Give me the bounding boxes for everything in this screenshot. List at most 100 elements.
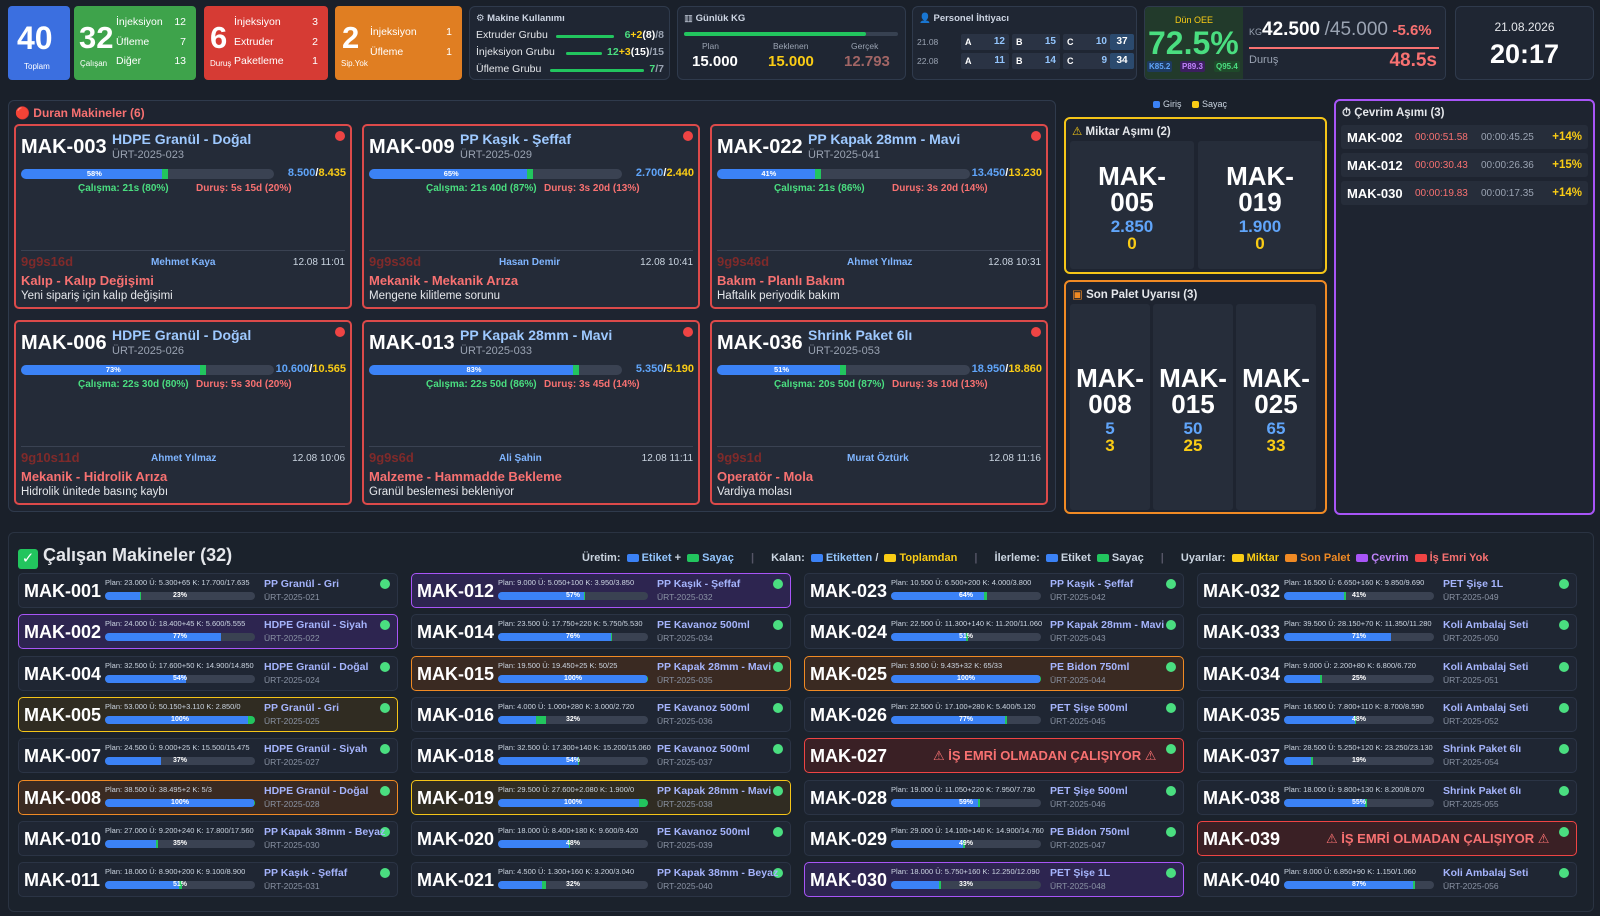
shift-cell: C 10 bbox=[1063, 34, 1111, 50]
stopped-machine-card[interactable]: MAK-006 HDPE Granül - Doğal ÜRT-2025-026 73… bbox=[14, 320, 352, 505]
stopped-machine-card[interactable]: MAK-009 PP Kaşık - Şeffaf ÜRT-2025-029 65% 2… bbox=[362, 124, 700, 309]
counter-count: 25 bbox=[1183, 436, 1203, 455]
production-stats: Plan: 19.500 Ü: 19.450+25 K: 50/25 bbox=[498, 660, 618, 670]
stopped-machine-card[interactable]: MAK-003 HDPE Granül - Doğal ÜRT-2025-023 58… bbox=[14, 124, 352, 309]
product-name: PP Kapak 38mm - Beyaz bbox=[264, 825, 386, 838]
progress-percent: 48% bbox=[1351, 715, 1366, 723]
count-label: 2.700 bbox=[635, 167, 664, 179]
person-icon: 👤 bbox=[919, 13, 931, 24]
status-dot bbox=[1559, 744, 1569, 755]
product-name: PE Kavanoz 500ml bbox=[657, 825, 750, 838]
machine-id: MAK-026 bbox=[810, 704, 888, 725]
machine-id-number: 025 bbox=[1254, 389, 1298, 419]
running-machine-card[interactable]: MAK-040 Plan: 8.000 Ü: 6.850+90 K: 1.150/… bbox=[1197, 862, 1577, 898]
running-machine-card[interactable]: MAK-004 Plan: 32.500 Ü: 17.600+50 K: 14.9… bbox=[18, 655, 398, 691]
stopped-machines-card[interactable]: 6 Duruş İnjeksiyon 3 Extruder 2 Paketleme 1 bbox=[204, 6, 328, 80]
product-name: PP Kaşık - Şeffaf bbox=[264, 867, 348, 880]
runtime-stat: Çalışma: 22s 50d (86%) bbox=[426, 379, 537, 390]
running-machine-card[interactable]: MAK-018 Plan: 32.500 Ü: 17.300+140 K: 15.… bbox=[411, 738, 791, 774]
order-code: ÜRT-2025-044 bbox=[1050, 674, 1106, 685]
running-machine-card[interactable]: MAK-032 Plan: 16.500 Ü: 6.650+160 K: 9.85… bbox=[1197, 573, 1577, 608]
running-machine-card[interactable]: MAK-027 ⚠ İŞ EMRİ OLMADAN ÇALIŞIYOR ⚠ bbox=[804, 738, 1184, 774]
running-machine-card[interactable]: MAK-037 Plan: 28.500 Ü: 5.250+120 K: 23.2… bbox=[1197, 738, 1577, 774]
cycle-overrun-percent: +14% bbox=[1552, 187, 1582, 199]
product-name: PP Kapak 28mm - Mavi bbox=[657, 784, 772, 797]
running-machine-card[interactable]: MAK-008 Plan: 38.500 Ü: 38.495+2 K: 5/3 10… bbox=[18, 779, 398, 815]
machine-id-prefix: MAK- bbox=[1242, 363, 1310, 393]
progress-percent: 87% bbox=[1351, 881, 1366, 889]
progress-bar: 77% bbox=[891, 715, 1041, 724]
machine-id-number: 005 bbox=[1110, 187, 1154, 217]
stopped-machine-card[interactable]: MAK-036 Shrink Paket 6lı ÜRT-2025-053 51% 18… bbox=[710, 320, 1048, 505]
running-machines-card[interactable]: 32 Çalışan İnjeksiyon 12 Üfleme 7 Diğer 13 bbox=[74, 6, 196, 80]
progress-percent: 37% bbox=[172, 757, 187, 765]
pallet-machine-tile[interactable]: MAK- 025 65 33 bbox=[1236, 304, 1316, 510]
running-machine-card[interactable]: MAK-014 Plan: 23.500 Ü: 17.750+220 K: 5.7… bbox=[411, 614, 791, 650]
production-stats: Plan: 24.500 Ü: 9.000+25 K: 15.500/15.47… bbox=[105, 743, 250, 753]
progress-bar: 100% bbox=[498, 798, 648, 807]
stop-reason: Operatör - Mola bbox=[717, 469, 814, 484]
running-machine-card[interactable]: MAK-024 Plan: 22.500 Ü: 11.300+140 K: 11.… bbox=[804, 614, 1184, 650]
running-machine-card[interactable]: MAK-025 Plan: 9.500 Ü: 9.435+32 K: 65/33 1… bbox=[804, 655, 1184, 691]
order-code: ÜRT-2025-036 bbox=[657, 715, 713, 726]
running-machine-card[interactable]: MAK-010 Plan: 27.000 Ü: 9.200+240 K: 17.8… bbox=[18, 820, 398, 856]
running-machine-card[interactable]: MAK-019 Plan: 29.500 Ü: 27.600+2.080 K: 1… bbox=[411, 779, 791, 815]
progress-percent: 73% bbox=[105, 365, 121, 374]
progress-percent: 76% bbox=[565, 633, 580, 641]
running-machine-card[interactable]: MAK-039 ⚠ İŞ EMRİ OLMADAN ÇALIŞIYOR ⚠ bbox=[1197, 820, 1577, 856]
running-machine-card[interactable]: MAK-038 Plan: 18.000 Ü: 9.800+130 K: 8.20… bbox=[1197, 779, 1577, 815]
pallet-machine-tile[interactable]: MAK- 015 50 25 bbox=[1153, 304, 1233, 510]
status-dot bbox=[773, 661, 783, 672]
progress-bar: 32% bbox=[498, 715, 648, 724]
running-machine-card[interactable]: MAK-030 Plan: 18.000 Ü: 5.750+160 K: 12.2… bbox=[804, 862, 1184, 898]
total-machines-card[interactable]: 40 Toplam bbox=[8, 6, 70, 80]
oee-panel: Dün OEE 72.5% K85.2 P89.3 Q95.4 KG42.500… bbox=[1144, 6, 1446, 80]
qty-machine-tile[interactable]: MAK- 005 2.850 0 bbox=[1070, 141, 1194, 269]
running-machine-card[interactable]: MAK-002 Plan: 24.000 Ü: 18.400+45 K: 5.60… bbox=[18, 614, 398, 650]
order-code: ÜRT-2025-033 bbox=[460, 345, 532, 357]
cycle-overrun-row[interactable]: MAK-002 00:00:51.58 00:00:45.25 +14% bbox=[1341, 125, 1588, 149]
running-machine-card[interactable]: MAK-012 Plan: 9.000 Ü: 5.050+100 K: 3.950… bbox=[411, 573, 791, 608]
product-name: PP Granül - Gri bbox=[264, 578, 340, 590]
pallet-machine-tile[interactable]: MAK- 008 5 3 bbox=[1070, 304, 1150, 510]
progress-bar: 33% bbox=[891, 881, 1041, 890]
oee-label: Dün OEE bbox=[1174, 15, 1214, 25]
progress-bar: 87% bbox=[1284, 881, 1434, 890]
running-machine-card[interactable]: MAK-015 Plan: 19.500 Ü: 19.450+25 K: 50/2… bbox=[411, 655, 791, 691]
progress-bar: 100% bbox=[891, 674, 1041, 683]
no-order-machines-card[interactable]: 2 Sip.Yok İnjeksiyon 1 Üfleme 1 bbox=[335, 6, 462, 80]
staff-total-value: 37 bbox=[1116, 36, 1128, 47]
count-counter: 18.860 bbox=[1008, 363, 1042, 375]
order-code: ÜRT-2025-046 bbox=[1050, 798, 1106, 809]
count-capacity: /7 bbox=[655, 63, 664, 75]
running-machine-card[interactable]: MAK-033 Plan: 39.500 Ü: 28.150+70 K: 11.3… bbox=[1197, 614, 1577, 650]
stopped-machine-card[interactable]: MAK-013 PP Kapak 28mm - Mavi ÜRT-2025-033 8… bbox=[362, 320, 700, 505]
running-machine-card[interactable]: MAK-026 Plan: 22.500 Ü: 17.100+280 K: 5.4… bbox=[804, 696, 1184, 732]
running-machine-card[interactable]: MAK-007 Plan: 24.500 Ü: 9.000+25 K: 15.50… bbox=[18, 738, 398, 774]
count-values: 18.950/18.860 bbox=[972, 363, 1042, 375]
running-machine-card[interactable]: MAK-016 Plan: 4.000 Ü: 1.000+280 K: 3.000… bbox=[411, 696, 791, 732]
running-machine-card[interactable]: MAK-020 Plan: 18.000 Ü: 8.400+180 K: 9.60… bbox=[411, 820, 791, 856]
progress-bar: 100% bbox=[105, 798, 255, 807]
running-machine-card[interactable]: MAK-001 Plan: 23.000 Ü: 5.300+65 K: 17.70… bbox=[18, 573, 398, 608]
operator-name: Ali Şahin bbox=[499, 453, 542, 464]
stopped-machine-card[interactable]: MAK-022 PP Kapak 28mm - Mavi ÜRT-2025-041 4… bbox=[710, 124, 1048, 309]
status-dot bbox=[1166, 744, 1176, 755]
running-machine-card[interactable]: MAK-005 Plan: 53.000 Ü: 50.150+3.110 K: 2… bbox=[18, 696, 398, 732]
running-machine-card[interactable]: MAK-023 Plan: 10.500 Ü: 6.500+200 K: 4.00… bbox=[804, 573, 1184, 608]
qty-machine-tile[interactable]: MAK- 019 1.900 0 bbox=[1198, 141, 1322, 269]
machine-id-prefix: MAK- bbox=[1098, 161, 1166, 191]
running-machine-card[interactable]: MAK-034 Plan: 9.000 Ü: 2.200+80 K: 6.800/… bbox=[1197, 655, 1577, 691]
running-machine-card[interactable]: MAK-011 Plan: 18.000 Ü: 8.900+200 K: 9.10… bbox=[18, 862, 398, 898]
running-machine-card[interactable]: MAK-035 Plan: 16.500 Ü: 7.800+110 K: 8.70… bbox=[1197, 696, 1577, 732]
count-label: 5.350 bbox=[635, 363, 664, 375]
count-counter: 13.230 bbox=[1008, 167, 1042, 179]
cycle-overrun-row[interactable]: MAK-030 00:00:19.83 00:00:17.35 +14% bbox=[1341, 181, 1588, 205]
running-machine-card[interactable]: MAK-029 Plan: 29.000 Ü: 14.100+140 K: 14.… bbox=[804, 820, 1184, 856]
cycle-overrun-row[interactable]: MAK-012 00:00:30.43 00:00:26.36 +15% bbox=[1341, 153, 1588, 177]
machine-group-name: İnjeksiyon Grubu bbox=[476, 46, 555, 58]
machine-id: MAK-036 bbox=[717, 332, 803, 354]
running-machine-card[interactable]: MAK-028 Plan: 19.000 Ü: 11.050+220 K: 7.9… bbox=[804, 779, 1184, 815]
status-dot bbox=[380, 702, 390, 713]
running-machine-card[interactable]: MAK-021 Plan: 4.500 Ü: 1.300+160 K: 3.200… bbox=[411, 862, 791, 898]
